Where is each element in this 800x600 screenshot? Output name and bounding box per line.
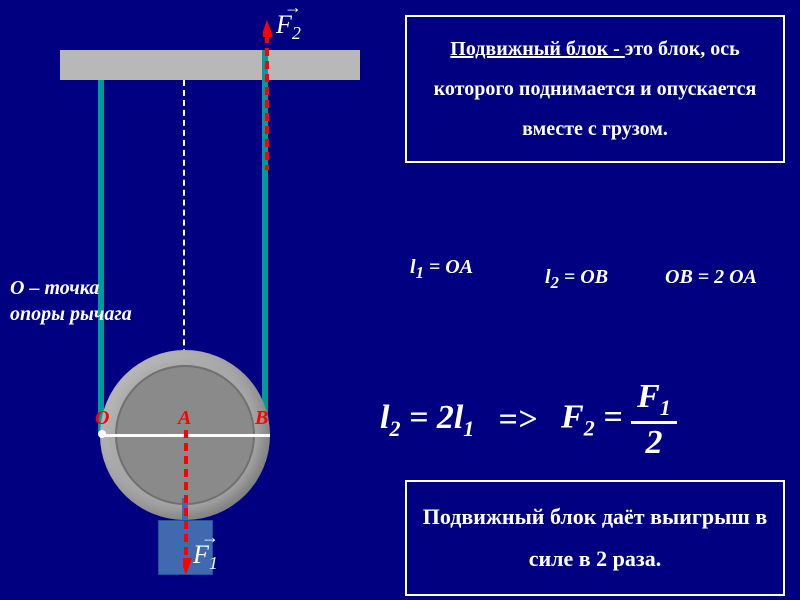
- equation-l2: l2 = OB: [545, 266, 608, 293]
- definition-box: Подвижный блок - это блок, ось которого …: [405, 15, 785, 163]
- f2-subscript: 2: [292, 23, 301, 43]
- definition-title: Подвижный блок -: [450, 38, 625, 60]
- f2-arrow-icon: [263, 20, 275, 170]
- ceiling-bar: [60, 50, 360, 80]
- point-o-marker: [98, 430, 106, 438]
- f1-subscript: 1: [209, 553, 218, 573]
- equation-ob: OB = 2 OA: [665, 266, 757, 289]
- equation-l1: l1 = OA: [410, 256, 473, 283]
- equation-main-left: l2 = 2l1: [380, 399, 474, 442]
- point-o-label: O: [95, 407, 109, 430]
- f2-symbol: F: [276, 10, 292, 39]
- f1-arrow-icon: [183, 430, 193, 575]
- rope-left: [98, 80, 104, 435]
- result-box: Подвижный блок даёт выигрыш в силе в 2 р…: [405, 480, 785, 596]
- implies-symbol: =>: [498, 401, 537, 439]
- equation-main: l2 = 2l1 => F2 = F1 2: [380, 380, 677, 460]
- f1-label: F1: [193, 540, 218, 574]
- fulcrum-label: O – точка опоры рычага: [10, 275, 150, 327]
- fraction: F1 2: [631, 380, 677, 460]
- fraction-numerator: F1: [631, 380, 677, 424]
- diagram-area: O A B → F1 → F2 O – точка опоры рычага: [0, 0, 370, 600]
- point-b-label: B: [255, 407, 268, 430]
- point-a-label: A: [178, 407, 191, 430]
- fraction-denominator: 2: [645, 424, 662, 460]
- f2-label: F2: [276, 10, 301, 44]
- f1-symbol: F: [193, 540, 209, 569]
- equation-main-right: F2 = F1 2: [561, 380, 677, 460]
